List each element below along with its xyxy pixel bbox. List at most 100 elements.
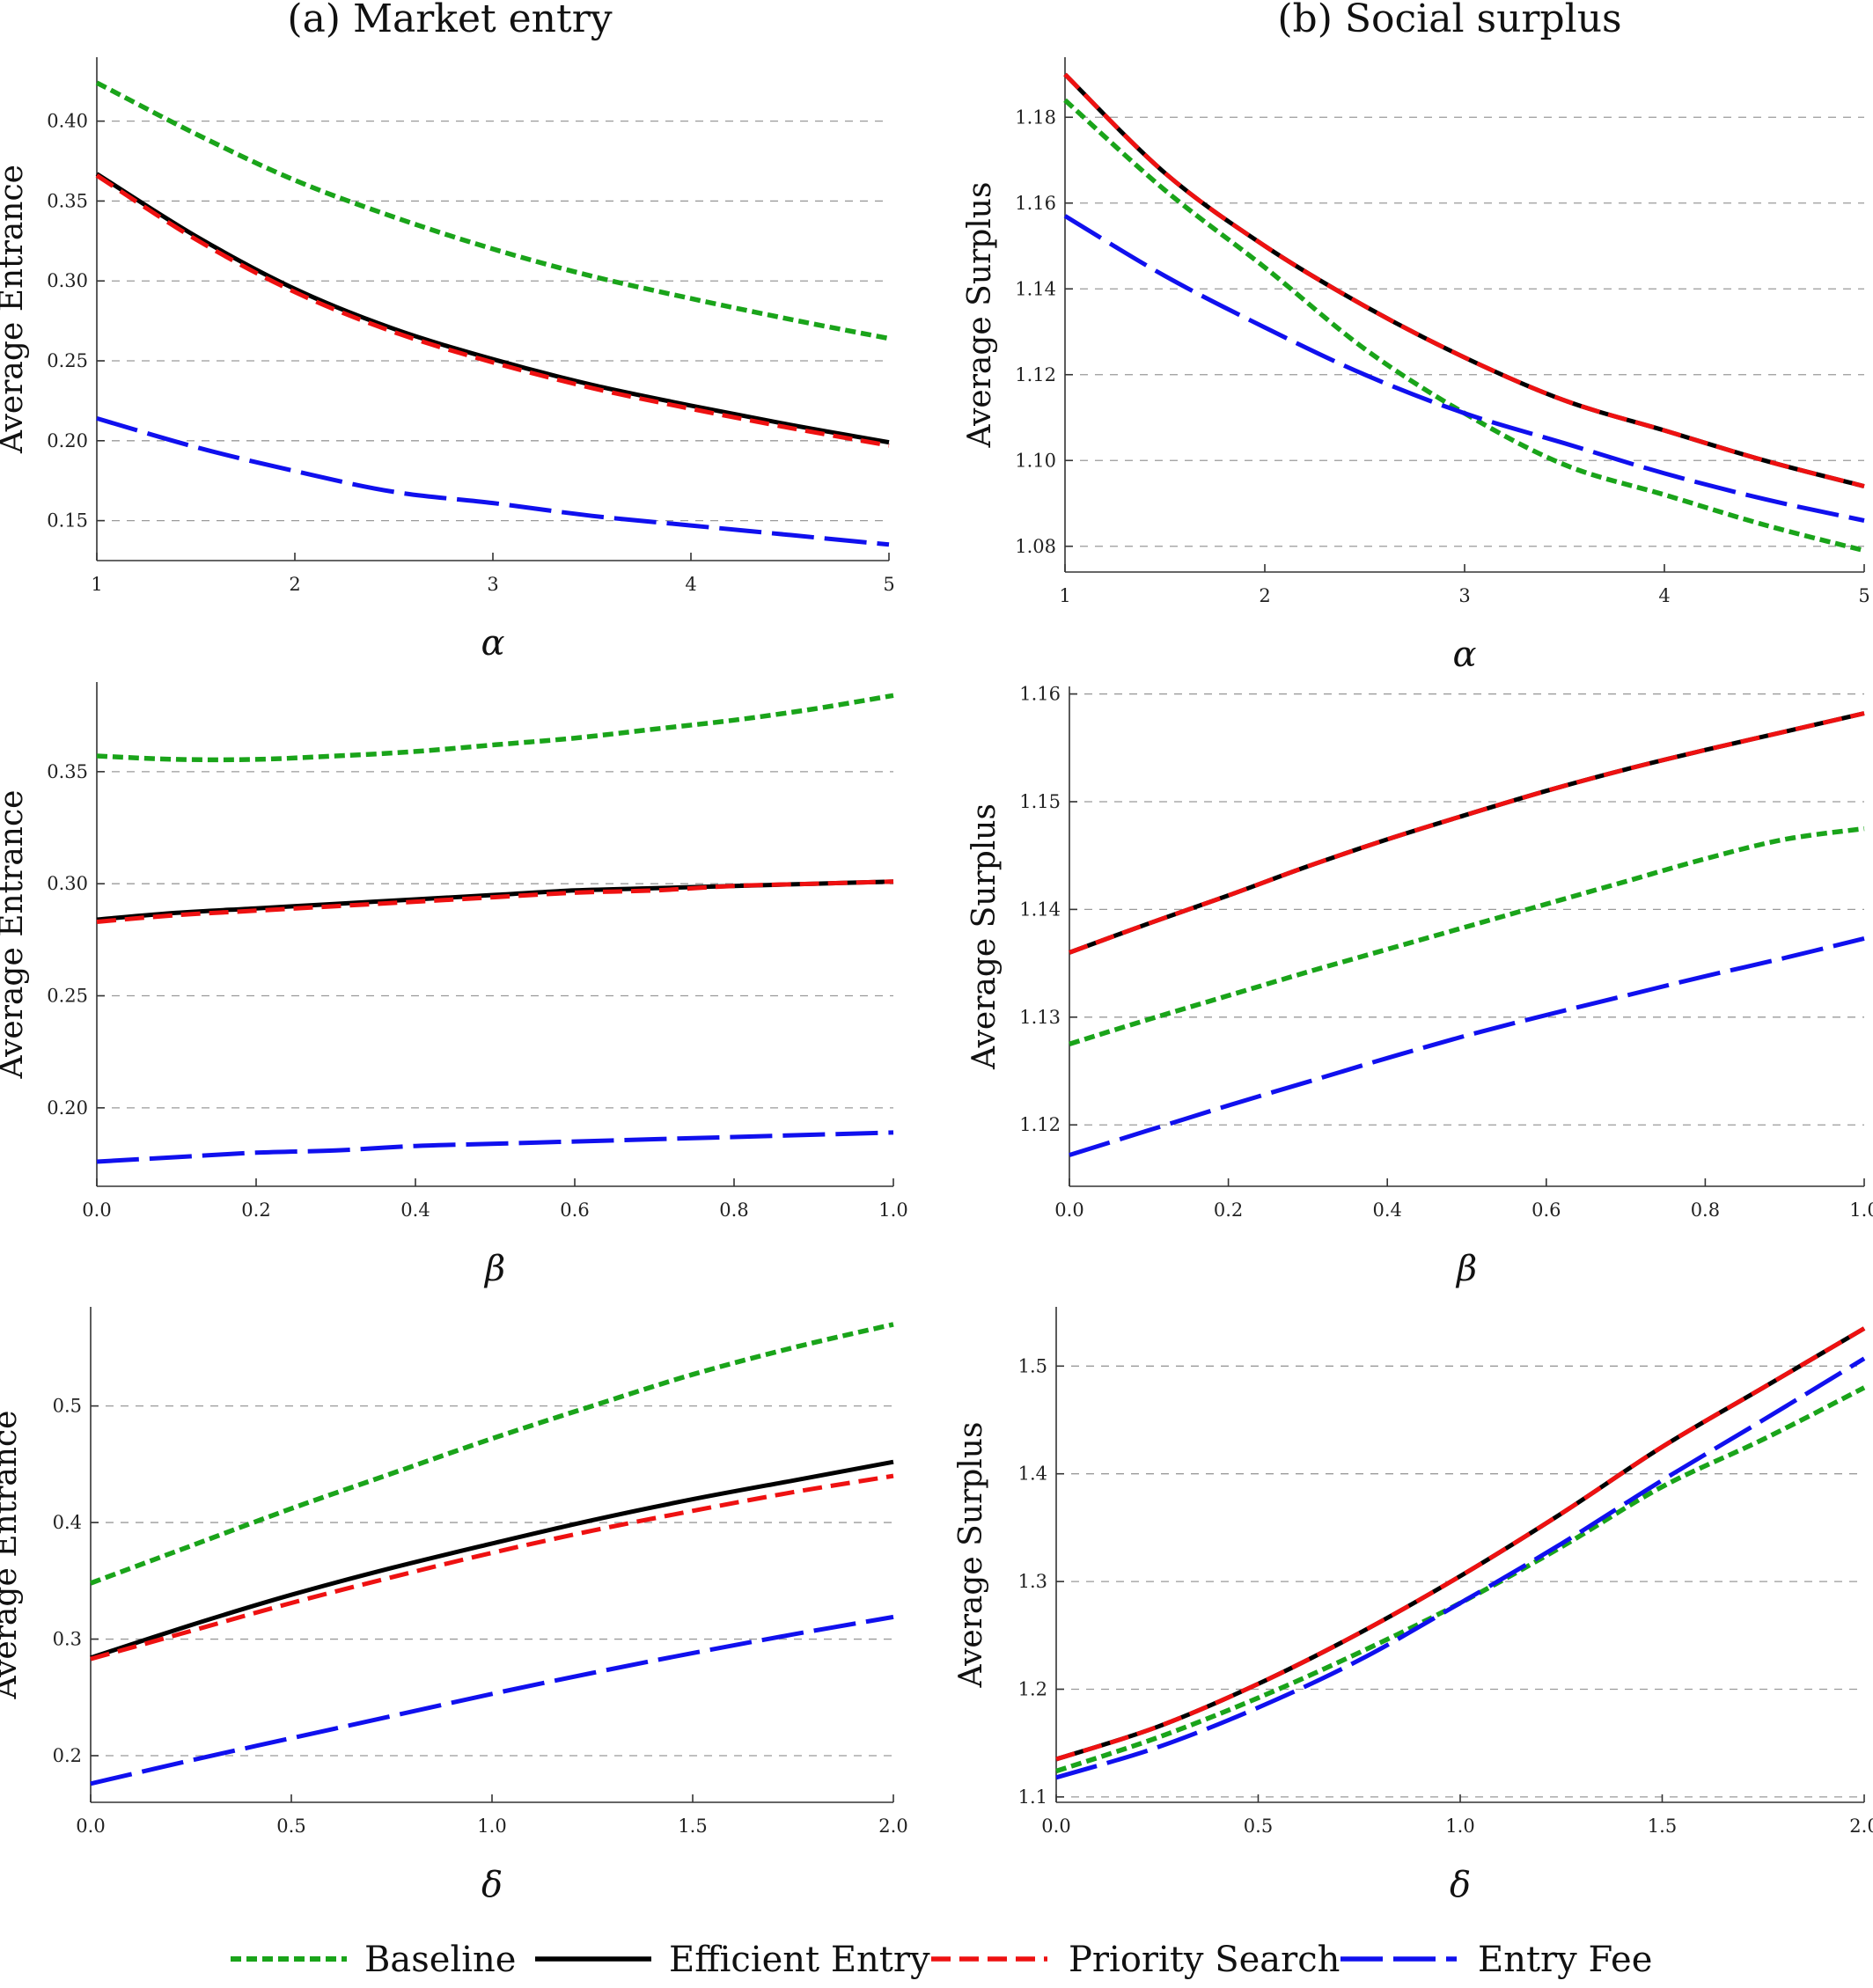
x-tick-label: 0.4	[400, 1199, 430, 1221]
series-line-entry-fee	[1055, 1356, 1866, 1780]
y-tick-label: 0.20	[47, 1097, 88, 1119]
series-line-priority-search	[90, 1473, 894, 1662]
y-tick-label: 1.14	[1015, 278, 1056, 299]
series-line-baseline	[95, 80, 890, 341]
x-tick-label: 0.2	[241, 1199, 270, 1221]
x-tick-label: 0.0	[76, 1816, 105, 1837]
panel-2: 1.08 1.10 1.12 1.14 1.16 1.18 1 2 3 4 5 Average Sur…	[962, 57, 1870, 675]
series-line-efficient-entry	[95, 172, 890, 445]
x-tick-label: 1.5	[1648, 1816, 1677, 1837]
y-tick-label: 0.30	[47, 270, 88, 291]
legend-label-entry-fee: Entry Fee	[1478, 1940, 1652, 1980]
y-tick-label: 0.40	[47, 111, 88, 132]
series-line-entry-fee	[90, 1614, 894, 1786]
title-social-surplus: (b) Social surplus	[1277, 0, 1621, 41]
x-tick-label: 1	[1059, 585, 1070, 606]
y-axis-label: Average Entrance	[0, 790, 30, 1080]
legend-label-priority-search: Priority Search	[1069, 1940, 1340, 1980]
y-tick-label: 0.35	[47, 761, 88, 782]
x-tick-label: 5	[1858, 585, 1869, 606]
y-axis-label: Average Surplus	[953, 1422, 989, 1689]
x-tick-label: 1.0	[878, 1199, 907, 1221]
x-tick-label: 1.0	[477, 1816, 506, 1837]
x-axis-label: δ	[1450, 1865, 1471, 1905]
series-line-baseline	[1063, 98, 1865, 554]
x-axis-label: α	[1452, 635, 1476, 675]
x-axis-label: δ	[481, 1865, 503, 1905]
y-tick-label: 0.30	[47, 873, 88, 894]
x-tick-label: 4	[685, 574, 696, 595]
x-tick-label: 5	[883, 574, 894, 595]
y-tick-label: 0.25	[47, 986, 88, 1007]
y-tick-label: 1.18	[1015, 106, 1056, 128]
x-tick-label: 1.5	[678, 1816, 707, 1837]
y-tick-label: 0.20	[47, 430, 88, 451]
y-tick-label: 1.15	[1019, 791, 1061, 812]
series-line-efficient-entry	[1069, 711, 1865, 955]
y-tick-label: 1.08	[1015, 536, 1056, 557]
x-tick-label: 0.8	[719, 1199, 748, 1221]
panel-5: 0.2 0.3 0.4 0.5 0.0 0.5 1.0 1.5 2.0 Average Entra…	[0, 1307, 908, 1905]
x-tick-label: 2.0	[878, 1816, 907, 1837]
x-tick-label: 0.5	[276, 1816, 305, 1837]
series-line-priority-search	[1055, 1326, 1866, 1762]
x-tick-label: 2.0	[1849, 1816, 1873, 1837]
x-tick-label: 1.0	[1849, 1199, 1873, 1221]
y-tick-label: 1.10	[1015, 450, 1056, 471]
y-tick-label: 1.16	[1019, 684, 1061, 705]
y-tick-label: 1.14	[1019, 899, 1061, 920]
y-tick-label: 1.5	[1018, 1355, 1047, 1376]
y-tick-label: 1.13	[1019, 1007, 1061, 1028]
y-tick-label: 0.2	[53, 1745, 82, 1766]
y-tick-label: 1.16	[1015, 193, 1056, 214]
x-axis-label: α	[481, 623, 504, 664]
x-tick-label: 1.0	[1445, 1816, 1474, 1837]
y-tick-label: 1.2	[1018, 1678, 1047, 1699]
x-tick-label: 0.2	[1214, 1199, 1243, 1221]
series-line-priority-search	[96, 879, 894, 924]
y-tick-label: 0.5	[53, 1396, 82, 1417]
series-line-priority-search	[1063, 72, 1865, 488]
panel-6: 1.1 1.2 1.3 1.4 1.5 0.0 0.5 1.0 1.5 2.0 Average Su…	[953, 1307, 1873, 1905]
y-tick-label: 0.4	[53, 1512, 82, 1533]
y-tick-label: 1.12	[1015, 364, 1056, 385]
title-market-entry: (a) Market entry	[287, 0, 612, 41]
series-line-entry-fee	[96, 415, 890, 547]
panel-4: 1.12 1.13 1.14 1.15 1.16 0.0 0.2 0.4 0.6 0.8 1.0 Av…	[966, 684, 1873, 1289]
series-line-efficient-entry	[90, 1459, 894, 1661]
x-tick-label: 0.0	[1041, 1816, 1070, 1837]
x-tick-label: 0.8	[1691, 1199, 1720, 1221]
series-line-priority-search	[1069, 711, 1865, 955]
x-tick-label: 1	[91, 574, 102, 595]
x-tick-label: 2	[1259, 585, 1270, 606]
series-line-entry-fee	[1069, 935, 1865, 1157]
panel-1: 0.15 0.20 0.25 0.30 0.35 0.40 1 2 3 4 5 Average Ent…	[0, 57, 895, 664]
x-tick-label: 0.0	[1054, 1199, 1083, 1221]
series-line-baseline	[96, 693, 894, 763]
y-tick-label: 1.1	[1018, 1786, 1047, 1808]
series-line-efficient-entry	[1063, 72, 1865, 488]
x-tick-label: 0.6	[1531, 1199, 1561, 1221]
y-tick-label: 1.4	[1018, 1463, 1047, 1485]
y-axis-label: Average Entrance	[0, 1411, 24, 1700]
series-line-entry-fee	[96, 1130, 894, 1164]
series-line-priority-search	[95, 173, 890, 448]
x-axis-label: β	[483, 1249, 505, 1289]
x-tick-label: 3	[1458, 585, 1470, 606]
y-axis-label: Average Entrance	[0, 165, 30, 454]
legend: Baseline Efficient Entry Priority Search En…	[231, 1940, 1652, 1980]
y-tick-label: 0.15	[47, 510, 88, 532]
y-tick-label: 1.12	[1019, 1114, 1061, 1135]
y-tick-label: 0.25	[47, 350, 88, 371]
x-tick-label: 0.5	[1244, 1816, 1273, 1837]
panel-3: 0.20 0.25 0.30 0.35 0.0 0.2 0.4 0.6 0.8 1.0 Averag…	[0, 682, 908, 1289]
y-axis-label: Average Surplus	[962, 182, 998, 449]
y-tick-label: 0.35	[47, 190, 88, 211]
y-tick-label: 1.3	[1018, 1571, 1047, 1592]
series-line-baseline	[1055, 1385, 1866, 1774]
x-tick-label: 0.0	[82, 1199, 111, 1221]
y-tick-label: 0.3	[53, 1629, 82, 1650]
x-tick-label: 0.6	[560, 1199, 589, 1221]
